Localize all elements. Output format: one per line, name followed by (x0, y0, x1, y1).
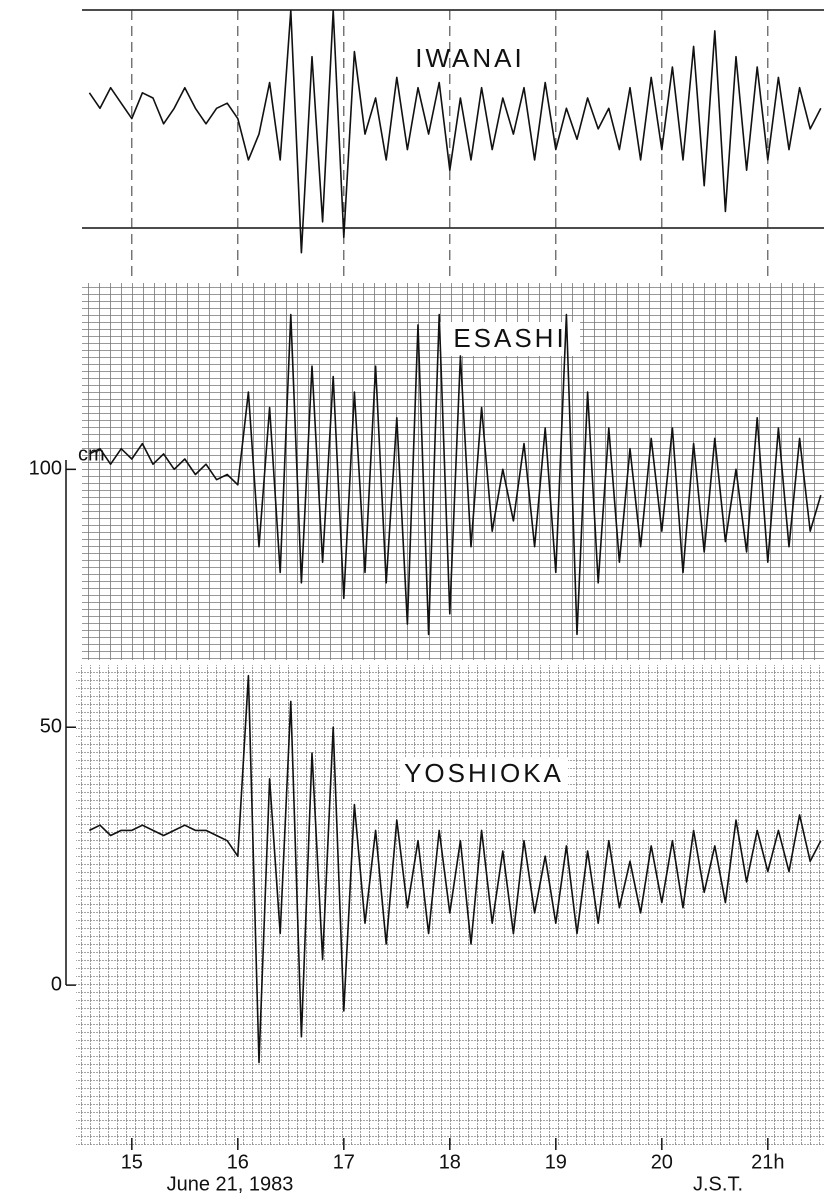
trace (89, 313, 822, 636)
x-tick-label: 18 (439, 1151, 461, 1173)
station-label: ESASHI (453, 323, 566, 353)
x-tick-label: 19 (545, 1151, 567, 1173)
station-label: YOSHIOKA (404, 758, 564, 788)
station-label: IWANAI (415, 43, 524, 73)
trace (89, 674, 822, 1064)
label-background (440, 322, 580, 356)
x-tick-label: 17 (333, 1151, 355, 1173)
x-tick-label: 16 (227, 1151, 249, 1173)
chart-paper-grid (76, 665, 824, 1145)
y-tick-label: 0 (51, 973, 62, 995)
y-tick-label: 100 (29, 458, 62, 480)
x-tick-label: 15 (121, 1151, 143, 1173)
y-tick-label: 50 (40, 716, 62, 738)
trace (88, 9, 822, 254)
x-tick-label: 21h (751, 1151, 784, 1173)
label-background (400, 757, 568, 791)
date-label: June 21, 1983 (167, 1173, 294, 1195)
time-zone-label: J.S.T. (693, 1173, 743, 1195)
x-tick-label: 20 (651, 1151, 673, 1173)
y-axis-label: cm (78, 443, 105, 465)
